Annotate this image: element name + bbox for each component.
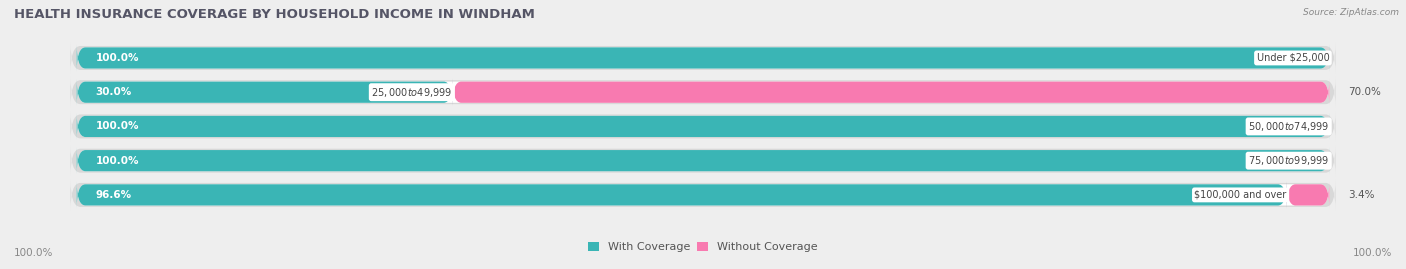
- Text: 100.0%: 100.0%: [96, 156, 139, 166]
- FancyBboxPatch shape: [70, 77, 1336, 108]
- FancyBboxPatch shape: [70, 43, 1336, 73]
- Text: $25,000 to $49,999: $25,000 to $49,999: [371, 86, 453, 99]
- Text: HEALTH INSURANCE COVERAGE BY HOUSEHOLD INCOME IN WINDHAM: HEALTH INSURANCE COVERAGE BY HOUSEHOLD I…: [14, 8, 534, 21]
- Text: 100.0%: 100.0%: [96, 53, 139, 63]
- FancyBboxPatch shape: [77, 182, 1329, 208]
- Text: 100.0%: 100.0%: [96, 121, 139, 132]
- Text: 100.0%: 100.0%: [1353, 248, 1392, 258]
- Text: 96.6%: 96.6%: [96, 190, 132, 200]
- FancyBboxPatch shape: [77, 45, 1329, 71]
- Text: $50,000 to $74,999: $50,000 to $74,999: [1249, 120, 1329, 133]
- Text: 100.0%: 100.0%: [14, 248, 53, 258]
- FancyBboxPatch shape: [453, 79, 1329, 105]
- FancyBboxPatch shape: [77, 147, 1329, 174]
- Text: 3.4%: 3.4%: [1348, 190, 1375, 200]
- FancyBboxPatch shape: [70, 145, 1336, 176]
- Text: $100,000 and over: $100,000 and over: [1195, 190, 1286, 200]
- Text: Under $25,000: Under $25,000: [1257, 53, 1329, 63]
- FancyBboxPatch shape: [77, 79, 1329, 105]
- Legend: With Coverage, Without Coverage: With Coverage, Without Coverage: [583, 237, 823, 256]
- Text: 30.0%: 30.0%: [96, 87, 132, 97]
- FancyBboxPatch shape: [77, 113, 1329, 140]
- FancyBboxPatch shape: [77, 45, 1329, 71]
- FancyBboxPatch shape: [77, 113, 1329, 140]
- FancyBboxPatch shape: [1286, 182, 1329, 208]
- FancyBboxPatch shape: [70, 111, 1336, 142]
- Text: $75,000 to $99,999: $75,000 to $99,999: [1249, 154, 1329, 167]
- FancyBboxPatch shape: [70, 179, 1336, 210]
- FancyBboxPatch shape: [77, 147, 1329, 174]
- Text: Source: ZipAtlas.com: Source: ZipAtlas.com: [1303, 8, 1399, 17]
- FancyBboxPatch shape: [77, 79, 453, 105]
- FancyBboxPatch shape: [77, 182, 1286, 208]
- Text: 70.0%: 70.0%: [1348, 87, 1381, 97]
